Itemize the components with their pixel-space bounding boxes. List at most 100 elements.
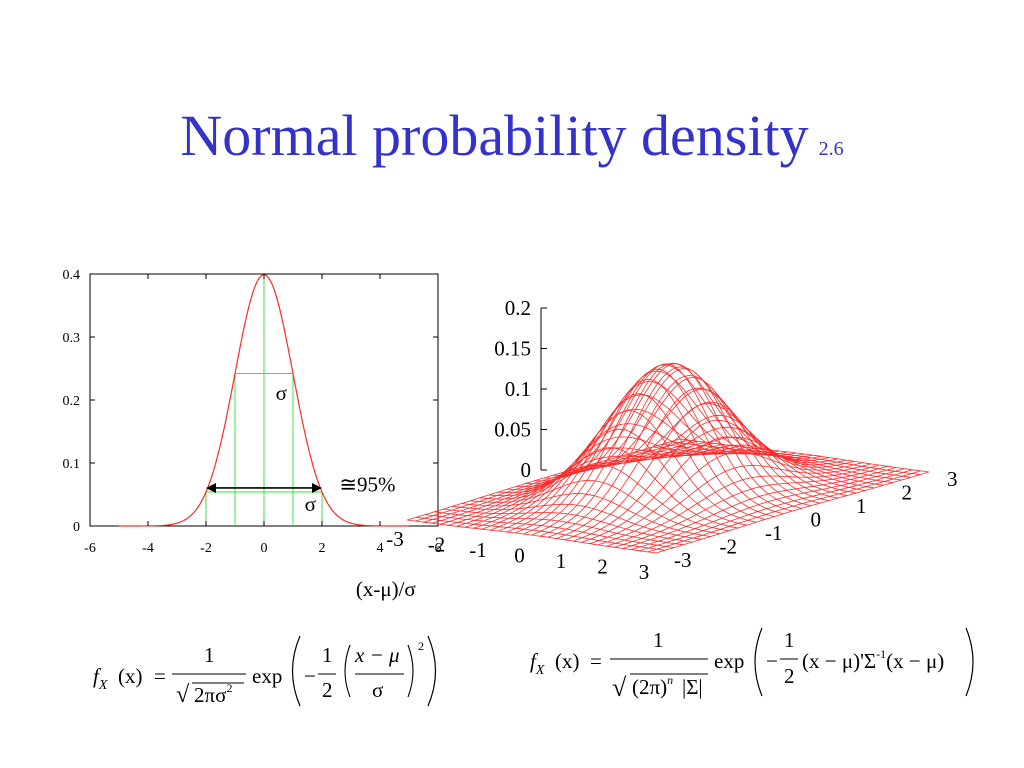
numerator-one: 1 [653,628,664,652]
f-argument: (x) [118,664,143,688]
x-axis-ticks: -3 -2 -1 0 1 2 3 [386,527,649,584]
right-paren [427,635,437,707]
sqrt-content: (2π) [632,675,667,699]
mesh-line [652,446,902,481]
y-tick-label: 0 [811,508,822,532]
two-sigma-arrow [206,482,322,493]
mesh-line [670,441,920,476]
z-tick-label: 0.2 [505,296,531,320]
sigma-square: 2 [226,681,232,695]
univariate-formula: fX (x) = 1 √ 2πσ2 exp − 1 2 x − μ σ 2 [93,635,437,708]
half-numerator: 1 [784,628,795,652]
x-tick-label: -2 [200,541,212,556]
sqrt-symbol: √ [176,682,190,708]
minus-sign: − [766,649,778,673]
mesh-line [622,467,896,549]
x-tick-label: 0 [261,541,268,556]
x-tick-label: 4 [377,541,384,556]
f-subscript: X [98,678,108,693]
z-tick-label: 0 [521,458,532,482]
mesh-line [661,444,911,478]
y-tick-label: 1 [856,494,867,518]
y-tick-label: 0.1 [63,457,81,472]
mesh-line [655,471,930,554]
mesh-line [639,469,913,552]
half-denominator: 2 [322,678,333,702]
y-tick-label: 3 [947,467,958,491]
svg-text:fX: fX [530,649,545,678]
bivariate-surface-plot: 0 0.05 0.1 0.15 0.2 -3 -2 -1 0 1 2 3 -3 -2 -1 0 1 2 3 [386,296,957,584]
x-tick-label: 0 [514,544,525,568]
mesh-line [679,438,930,473]
z-axis: 0 0.05 0.1 0.15 0.2 [494,296,547,482]
inner-right-paren [407,644,414,698]
mesh-line [630,468,905,550]
y-tick-label: 2 [902,481,913,505]
square-exponent: 2 [418,639,424,653]
numerator-one: 1 [204,643,215,667]
inner-denominator: σ [372,678,383,702]
quadratic-tail: (x − μ) [886,649,944,673]
x-tick-label: 6 [435,541,442,556]
guide-lines [205,274,323,526]
inner-left-paren [344,644,351,698]
minus-sign: − [304,664,316,688]
left-paren [754,627,763,697]
equals-sign: = [154,664,166,688]
n-exponent: n [667,673,673,687]
f-subscript: X [535,663,545,678]
y-tick-label: 0.3 [63,331,81,346]
mesh-line [479,464,729,532]
svg-text:fX: fX [93,664,108,693]
y-tick-label: -2 [720,535,738,559]
exp-label: exp [252,664,282,688]
f-argument: (x) [555,649,580,673]
slide-title: Normal probability density 2.6 [0,96,1024,189]
y-tick-label: 0.2 [63,394,81,409]
mesh-line [634,449,884,486]
quadratic-body: (x − μ)'Σ [802,649,876,673]
sqrt-symbol: √ [612,673,627,702]
x-tick-label: -3 [386,527,404,551]
sigma-label-lower: σ [305,492,316,516]
title-text: Normal probability density [180,103,809,168]
y-tick-label: 0.4 [63,268,81,283]
x-tick-label: 2 [319,541,326,556]
f-symbol: f [93,664,102,688]
determinant: |Σ| [682,675,703,699]
right-paren [965,627,974,697]
surface-mesh [406,362,930,554]
y-axis-ticks: -3 -2 -1 0 1 2 3 [674,467,958,572]
z-tick-label: 0.05 [494,418,531,442]
mesh-line [625,444,875,489]
coverage-label: ≅95% [339,472,395,496]
half-denominator: 2 [784,664,795,688]
inverse-exponent: -1 [876,647,886,661]
inner-numerator: x − μ [354,643,400,667]
svg-text:(2π)n: (2π)n [632,673,673,699]
x-tick-label: -6 [84,541,96,556]
arrow-head-right [312,482,322,493]
exp-label: exp [714,649,744,673]
arrow-head-left [206,482,216,493]
f-symbol: f [530,649,539,673]
sigma-label-upper: σ [276,381,287,405]
x-tick-label: 3 [639,560,650,584]
multivariate-formula: fX (x) = 1 √ (2π)n |Σ| exp − 1 2 (x − μ)… [530,627,974,702]
svg-text:(x − μ)'Σ-1(x − μ): (x − μ)'Σ-1(x − μ) [802,647,944,673]
left-paren [291,635,301,707]
x-tick-label: -4 [142,541,154,556]
x-axis-label: (x-μ)/σ [356,577,416,601]
section-number: 2.6 [818,138,844,160]
normal-density-plot: -6 -4 -2 0 2 4 6 0 0.1 0.2 0.3 0.4 σ σ ≅95% (x-μ)/… [63,268,442,601]
y-axis-ticks: 0 0.1 0.2 0.3 0.4 [63,268,438,535]
x-tick-label: 1 [556,549,567,573]
z-tick-label: 0.1 [505,377,531,401]
x-tick-label: -2 [428,533,446,557]
y-tick-label: 0 [73,520,80,535]
y-tick-label: -3 [674,548,692,572]
equals-sign: = [590,649,602,673]
x-tick-label: -1 [469,538,487,562]
y-tick-label: -1 [765,521,783,545]
x-tick-label: 2 [597,555,608,579]
